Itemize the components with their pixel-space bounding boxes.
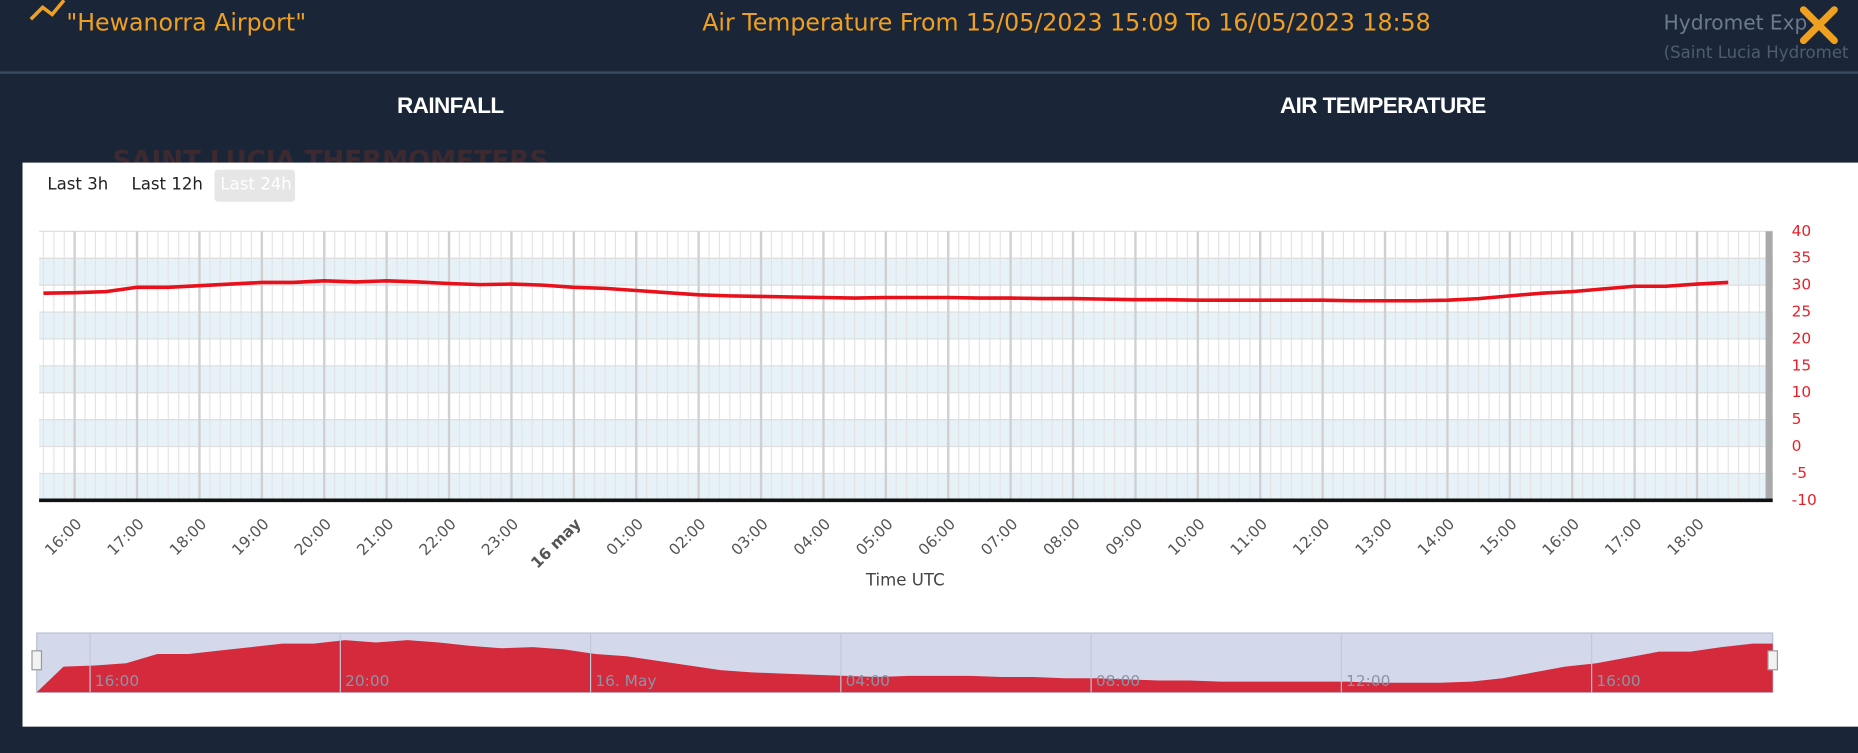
navigator-label: 04:00 xyxy=(846,672,890,690)
y-tick-label: 35 xyxy=(1792,249,1812,267)
y-tick-label: 10 xyxy=(1792,383,1812,401)
navigator-handle[interactable] xyxy=(1767,650,1779,671)
station-name: "Hewanorra Airport" xyxy=(66,8,306,36)
grid-band xyxy=(39,312,1773,339)
range-button[interactable]: Last 24h xyxy=(220,175,291,194)
y-tick-label: 40 xyxy=(1792,222,1812,240)
navigator-handle[interactable] xyxy=(31,650,43,671)
navigator-label: 08:00 xyxy=(1096,672,1140,690)
series-line xyxy=(43,279,1729,303)
y-tick-label: 15 xyxy=(1792,356,1812,374)
y-tick-label: -10 xyxy=(1792,491,1817,509)
scrollbar xyxy=(1765,231,1773,501)
x-axis-title: Time UTC xyxy=(865,570,945,589)
navigator-label: 16:00 xyxy=(1596,672,1640,690)
range-button[interactable]: Last 3h xyxy=(47,175,108,194)
range-button[interactable]: Last 12h xyxy=(132,175,203,194)
y-tick-label: 20 xyxy=(1792,329,1812,347)
y-tick-label: 5 xyxy=(1792,410,1802,428)
user-org: (Saint Lucia Hydromet xyxy=(1664,43,1849,62)
tab[interactable]: AIR TEMPERATURE xyxy=(1280,93,1487,118)
navigator-area xyxy=(36,640,1773,693)
navigator-label: 16:00 xyxy=(95,672,139,690)
range-button-active xyxy=(214,169,296,202)
navigator-label: 12:00 xyxy=(1346,672,1390,690)
y-tick-label: 25 xyxy=(1792,303,1812,321)
y-tick-label: 30 xyxy=(1792,276,1812,294)
navigator-label: 16. May xyxy=(595,672,656,690)
y-tick-label: 0 xyxy=(1792,437,1802,455)
y-tick-label: -5 xyxy=(1792,464,1807,482)
chart-icon xyxy=(29,0,66,21)
tab[interactable]: RAINFALL xyxy=(397,93,505,118)
user-name: Hydromet Exp xyxy=(1664,10,1808,34)
grid-band xyxy=(39,419,1773,447)
grid-band xyxy=(39,473,1773,501)
window-title: Air Temperature From 15/05/2023 15:09 To… xyxy=(702,8,1430,36)
grid-band xyxy=(39,365,1773,393)
navigator-label: 20:00 xyxy=(345,672,389,690)
close-button[interactable] xyxy=(1799,6,1838,45)
